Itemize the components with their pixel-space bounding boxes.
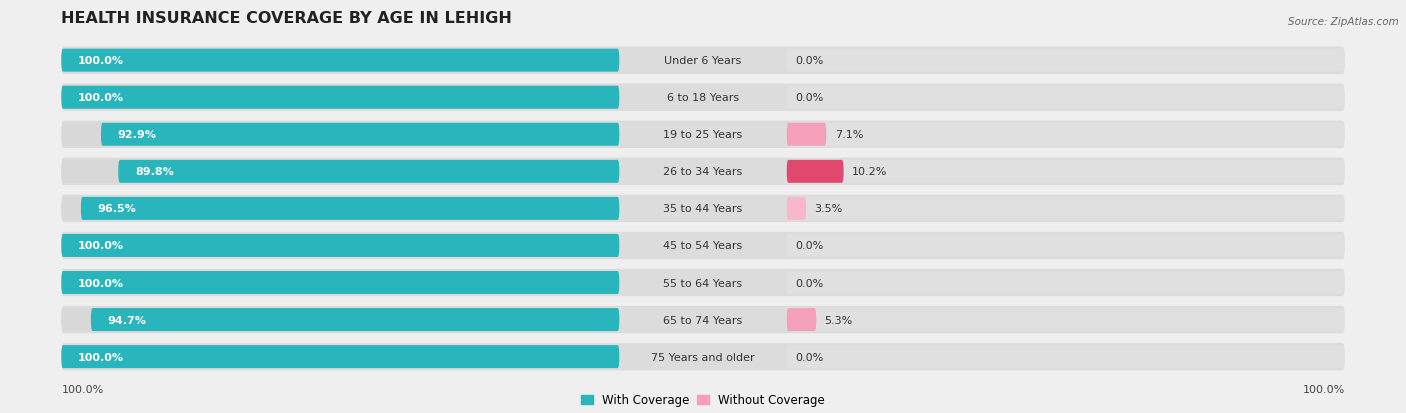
Text: Source: ZipAtlas.com: Source: ZipAtlas.com [1288,17,1399,26]
Text: 0.0%: 0.0% [794,56,824,66]
FancyBboxPatch shape [101,123,619,146]
Text: 89.8%: 89.8% [135,167,174,177]
FancyBboxPatch shape [62,345,619,368]
Text: 0.0%: 0.0% [794,93,824,103]
FancyBboxPatch shape [62,343,1344,370]
FancyBboxPatch shape [62,345,619,368]
Text: 92.9%: 92.9% [118,130,156,140]
FancyBboxPatch shape [62,235,619,257]
Text: 100.0%: 100.0% [1302,385,1344,394]
FancyBboxPatch shape [787,161,1344,183]
FancyBboxPatch shape [62,121,1344,149]
FancyBboxPatch shape [62,271,619,294]
FancyBboxPatch shape [787,161,844,183]
Text: 100.0%: 100.0% [79,93,124,103]
FancyBboxPatch shape [787,235,1344,257]
FancyBboxPatch shape [91,309,619,331]
FancyBboxPatch shape [62,306,1344,333]
FancyBboxPatch shape [62,86,619,109]
Text: 6 to 18 Years: 6 to 18 Years [666,93,740,103]
Text: 26 to 34 Years: 26 to 34 Years [664,167,742,177]
FancyBboxPatch shape [62,158,1344,185]
Text: 100.0%: 100.0% [62,385,104,394]
Text: 100.0%: 100.0% [79,352,124,362]
FancyBboxPatch shape [62,84,1344,112]
FancyBboxPatch shape [62,50,619,72]
Text: 100.0%: 100.0% [79,278,124,288]
Text: 94.7%: 94.7% [108,315,146,325]
FancyBboxPatch shape [62,50,619,72]
FancyBboxPatch shape [787,86,1344,109]
FancyBboxPatch shape [787,197,1344,221]
FancyBboxPatch shape [62,161,619,183]
FancyBboxPatch shape [62,309,619,331]
Text: 7.1%: 7.1% [835,130,863,140]
Text: 100.0%: 100.0% [79,56,124,66]
Text: 0.0%: 0.0% [794,278,824,288]
FancyBboxPatch shape [62,197,619,221]
FancyBboxPatch shape [62,235,619,257]
Text: Under 6 Years: Under 6 Years [665,56,741,66]
Text: 10.2%: 10.2% [852,167,887,177]
Text: 75 Years and older: 75 Years and older [651,352,755,362]
Text: 65 to 74 Years: 65 to 74 Years [664,315,742,325]
FancyBboxPatch shape [787,50,1344,72]
Text: 3.5%: 3.5% [814,204,842,214]
FancyBboxPatch shape [118,161,619,183]
Text: 45 to 54 Years: 45 to 54 Years [664,241,742,251]
FancyBboxPatch shape [787,197,806,221]
FancyBboxPatch shape [787,123,1344,146]
Text: 19 to 25 Years: 19 to 25 Years [664,130,742,140]
Text: 96.5%: 96.5% [97,204,136,214]
Text: 35 to 44 Years: 35 to 44 Years [664,204,742,214]
FancyBboxPatch shape [62,271,619,294]
FancyBboxPatch shape [62,232,1344,259]
Text: 100.0%: 100.0% [79,241,124,251]
Text: 5.3%: 5.3% [825,315,853,325]
FancyBboxPatch shape [62,195,1344,223]
FancyBboxPatch shape [787,345,1344,368]
Text: 0.0%: 0.0% [794,241,824,251]
FancyBboxPatch shape [62,86,619,109]
FancyBboxPatch shape [787,309,1344,331]
Text: HEALTH INSURANCE COVERAGE BY AGE IN LEHIGH: HEALTH INSURANCE COVERAGE BY AGE IN LEHI… [62,11,512,26]
FancyBboxPatch shape [62,123,619,146]
FancyBboxPatch shape [62,269,1344,297]
FancyBboxPatch shape [787,123,827,146]
FancyBboxPatch shape [82,197,619,221]
Text: 55 to 64 Years: 55 to 64 Years [664,278,742,288]
Text: 0.0%: 0.0% [794,352,824,362]
FancyBboxPatch shape [787,309,817,331]
Legend: With Coverage, Without Coverage: With Coverage, Without Coverage [576,389,830,411]
FancyBboxPatch shape [62,47,1344,75]
FancyBboxPatch shape [787,271,1344,294]
